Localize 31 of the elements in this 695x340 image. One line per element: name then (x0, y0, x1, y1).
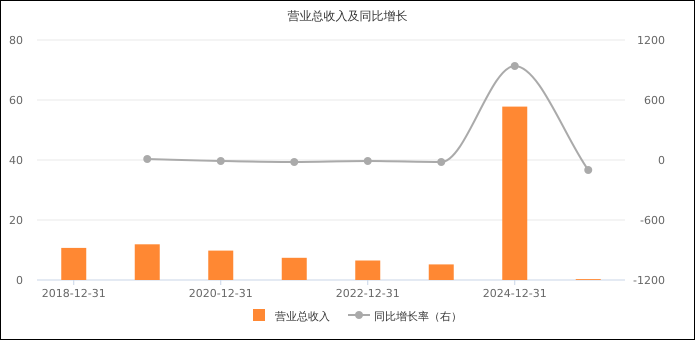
bar (428, 264, 454, 280)
y2-tick-label: -600 (640, 214, 665, 227)
y-tick-label: 60 (9, 94, 23, 107)
y-tick-label: 40 (9, 154, 23, 167)
legend-label: 营业总收入 (275, 310, 330, 323)
x-tick-label: 2024-12-31 (482, 287, 547, 300)
point (437, 158, 446, 166)
bar (355, 260, 380, 280)
y-tick-label: 20 (9, 214, 23, 227)
legend-label: 同比增长率（右） (374, 310, 462, 323)
x-tick-label: 2020-12-31 (188, 287, 253, 300)
point (290, 158, 298, 166)
bar (61, 248, 86, 280)
y2-tick-label: 600 (644, 94, 665, 107)
point (216, 157, 225, 165)
x-tick-label: 2018-12-31 (42, 287, 106, 300)
point (364, 157, 372, 165)
y2-tick-label: 0 (658, 154, 665, 167)
point (143, 155, 152, 163)
bar (282, 258, 307, 280)
point (510, 62, 519, 70)
y-tick-label: 80 (9, 34, 23, 47)
y2-tick-label: -1200 (633, 274, 665, 287)
bar (208, 250, 234, 280)
bar (502, 106, 528, 280)
x-tick-label: 2022-12-31 (336, 287, 400, 300)
chart-title: 营业总收入及同比增长 (288, 9, 408, 23)
bar (134, 244, 160, 280)
point (584, 166, 592, 174)
y-tick-label: 0 (16, 274, 23, 287)
y2-tick-label: 1200 (637, 34, 665, 47)
